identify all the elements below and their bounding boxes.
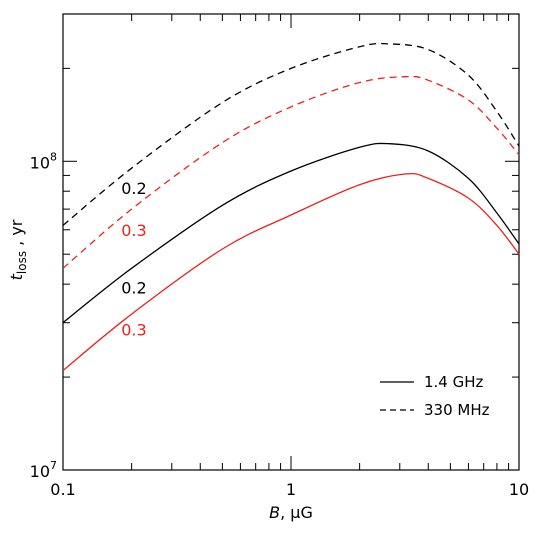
series-label: 0.3 bbox=[121, 221, 146, 240]
y-tick-label: 108 bbox=[30, 150, 57, 172]
series-label: 0.3 bbox=[121, 321, 146, 340]
y-tick-label: 107 bbox=[30, 459, 57, 481]
y-axis-label: tloss , yr bbox=[7, 219, 29, 280]
series-labels: 0.2 0.3 0.2 0.3 bbox=[121, 179, 146, 340]
x-tick-label: 10 bbox=[509, 480, 529, 499]
series-line bbox=[62, 172, 520, 372]
x-axis-label: B, μG bbox=[269, 503, 313, 522]
legend-label: 1.4 GHz bbox=[424, 373, 484, 391]
x-tick-label: 1 bbox=[286, 480, 296, 499]
axis-labels: B, μG tloss , yr bbox=[7, 219, 313, 522]
series-line bbox=[62, 75, 520, 269]
legend: 1.4 GHz 330 MHz bbox=[380, 373, 490, 419]
series-label: 0.2 bbox=[121, 179, 146, 198]
series-label: 0.2 bbox=[121, 279, 146, 298]
series-line bbox=[62, 42, 520, 226]
series-line bbox=[62, 142, 520, 324]
x-tick-label: 0.1 bbox=[50, 480, 75, 499]
legend-label: 330 MHz bbox=[424, 401, 490, 419]
series-lines bbox=[62, 42, 520, 372]
axis-ticks: 0.1 1 10 107 108 bbox=[30, 13, 529, 499]
